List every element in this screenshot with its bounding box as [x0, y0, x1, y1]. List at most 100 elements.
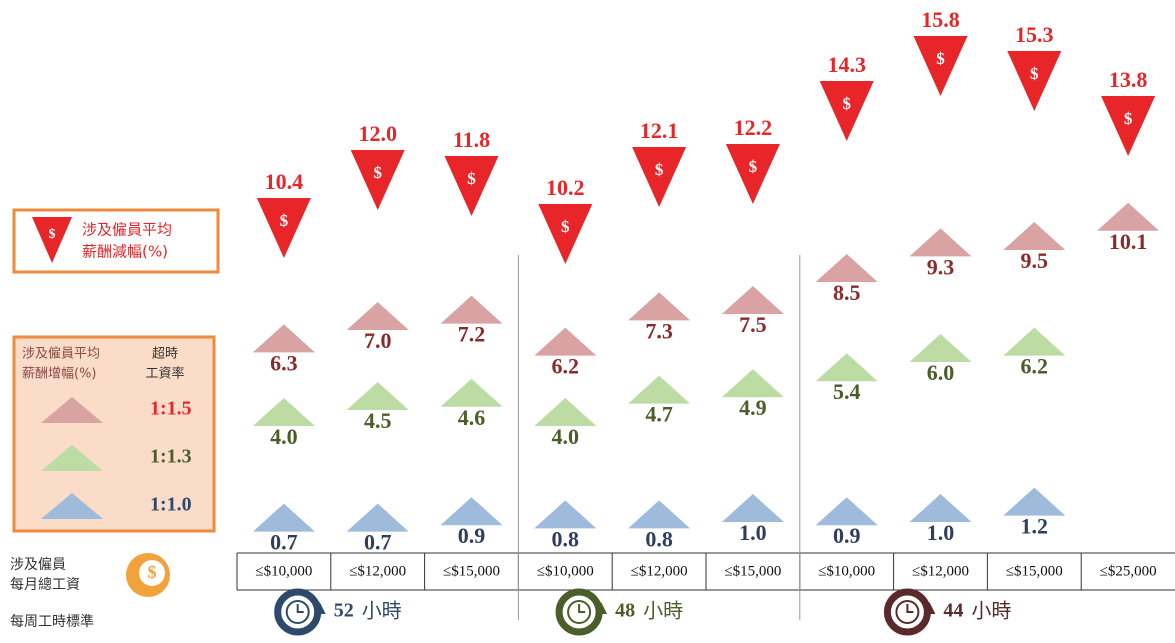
- increase-label: 6.2: [552, 354, 580, 379]
- increase-triangle: [440, 497, 503, 526]
- increase-triangle: [628, 375, 691, 404]
- increase-triangle: [628, 292, 691, 321]
- increase-label: 10.1: [1109, 229, 1148, 254]
- increase-label: 7.3: [645, 318, 673, 343]
- money-icon: $: [126, 553, 170, 597]
- increase-label: 8.5: [833, 280, 861, 305]
- increase-label: 4.7: [645, 402, 673, 427]
- group-unit: 小時: [643, 599, 683, 623]
- x-tick-label: ≤$15,000: [1006, 563, 1063, 579]
- legend-name: 1:1.3: [150, 446, 192, 468]
- x-tick-label: ≤$12,000: [349, 563, 406, 579]
- increase-triangle: [534, 500, 597, 529]
- increase-label: 0.7: [364, 530, 392, 555]
- decrease-symbol: $: [561, 217, 570, 236]
- increase-label: 6.2: [1021, 354, 1049, 379]
- increase-triangle: [909, 228, 972, 257]
- decrease-label: 10.4: [265, 169, 304, 194]
- increase-triangle: [534, 327, 597, 356]
- decrease-label: 13.8: [1109, 67, 1148, 92]
- rate-header: 工資率: [145, 366, 184, 382]
- increase-label: 9.3: [927, 254, 955, 279]
- group-unit: 小時: [971, 599, 1011, 623]
- group-hours: 52: [334, 600, 354, 622]
- clock-icon: [883, 588, 936, 636]
- decrease-triangle: [1007, 51, 1062, 111]
- increase-triangle: [346, 302, 409, 330]
- increase-triangle: [815, 254, 878, 282]
- decrease-symbol: $: [467, 169, 476, 188]
- clock-arrow: [595, 602, 608, 614]
- x-tick-label: ≤$15,000: [443, 563, 500, 579]
- increase-triangle: [815, 497, 878, 526]
- increase-label: 7.0: [364, 328, 392, 353]
- increase-label: 0.9: [833, 523, 861, 548]
- increase-triangle: [909, 334, 972, 362]
- increase-triangle: [721, 494, 784, 522]
- increase-triangle: [440, 295, 503, 324]
- legend-triangle: [41, 493, 103, 519]
- legend-decrease-symbol: $: [49, 227, 56, 242]
- increase-label: 1.0: [927, 520, 955, 545]
- hours-label: 每周工時標準: [10, 614, 94, 630]
- increase-label: 7.5: [739, 312, 767, 337]
- increase-label: 4.6: [458, 405, 486, 430]
- increase-triangle: [252, 503, 315, 532]
- increase-triangle: [721, 369, 784, 398]
- increase-label: 1.0: [739, 520, 767, 545]
- increase-label: 4.9: [739, 395, 767, 420]
- increase-label: 4.0: [552, 424, 580, 449]
- decrease-triangle: [819, 81, 874, 141]
- clock-arrow: [923, 602, 936, 614]
- legend-triangle: [41, 445, 103, 471]
- x-tick-label: ≤$10,000: [818, 563, 875, 579]
- x-tick-label: ≤$25,000: [1100, 563, 1157, 579]
- legend-decrease-triangle: [32, 217, 72, 263]
- legend-triangle: [41, 397, 103, 423]
- increase-triangle: [1003, 222, 1066, 250]
- decrease-legend-text: 涉及僱員平均: [82, 221, 172, 239]
- x-tick-label: ≤$10,000: [255, 563, 312, 579]
- decrease-label: 10.2: [546, 175, 585, 200]
- decrease-symbol: $: [373, 163, 382, 182]
- increase-triangle: [252, 324, 315, 353]
- decrease-label: 12.1: [640, 118, 679, 143]
- x-tick-label: ≤$15,000: [724, 563, 781, 579]
- increase-label: 0.8: [645, 526, 673, 551]
- decrease-triangle: [725, 144, 780, 204]
- clock-icon: [555, 588, 608, 636]
- decrease-symbol: $: [936, 49, 945, 68]
- increase-label: 0.7: [270, 530, 298, 555]
- decrease-symbol: $: [749, 157, 758, 176]
- clock-icon: [274, 588, 326, 636]
- wage-label: 涉及僱員: [10, 557, 66, 573]
- decrease-triangle: [913, 36, 968, 96]
- x-tick-label: ≤$12,000: [912, 563, 969, 579]
- increase-label: 1.2: [1021, 514, 1049, 539]
- increase-label: 9.5: [1021, 248, 1049, 273]
- decrease-symbol: $: [280, 211, 289, 230]
- decrease-label: 14.3: [827, 52, 866, 77]
- increase-triangle: [534, 398, 597, 426]
- clock-arrow: [313, 602, 326, 614]
- increase-label: 4.5: [364, 408, 392, 433]
- decrease-label: 15.8: [921, 7, 960, 32]
- increase-triangle: [440, 378, 503, 407]
- increase-triangle: [721, 286, 784, 314]
- rate-header: 超時: [152, 347, 178, 362]
- increase-triangle: [1003, 487, 1066, 516]
- group-unit: 小時: [362, 599, 402, 623]
- decrease-triangle: [350, 150, 405, 210]
- increase-triangle: [346, 503, 409, 532]
- clock-hands: [578, 604, 586, 613]
- group-hours: 48: [615, 600, 635, 622]
- increase-triangle: [1097, 202, 1160, 231]
- increase-triangle: [909, 494, 972, 522]
- increase-label: 7.2: [458, 322, 486, 347]
- increase-label: 5.4: [833, 379, 861, 404]
- increase-triangle: [1003, 327, 1066, 356]
- increase-triangle: [628, 500, 691, 529]
- wage-label: 每月總工資: [10, 576, 80, 593]
- legend-name: 1:1.5: [150, 398, 192, 420]
